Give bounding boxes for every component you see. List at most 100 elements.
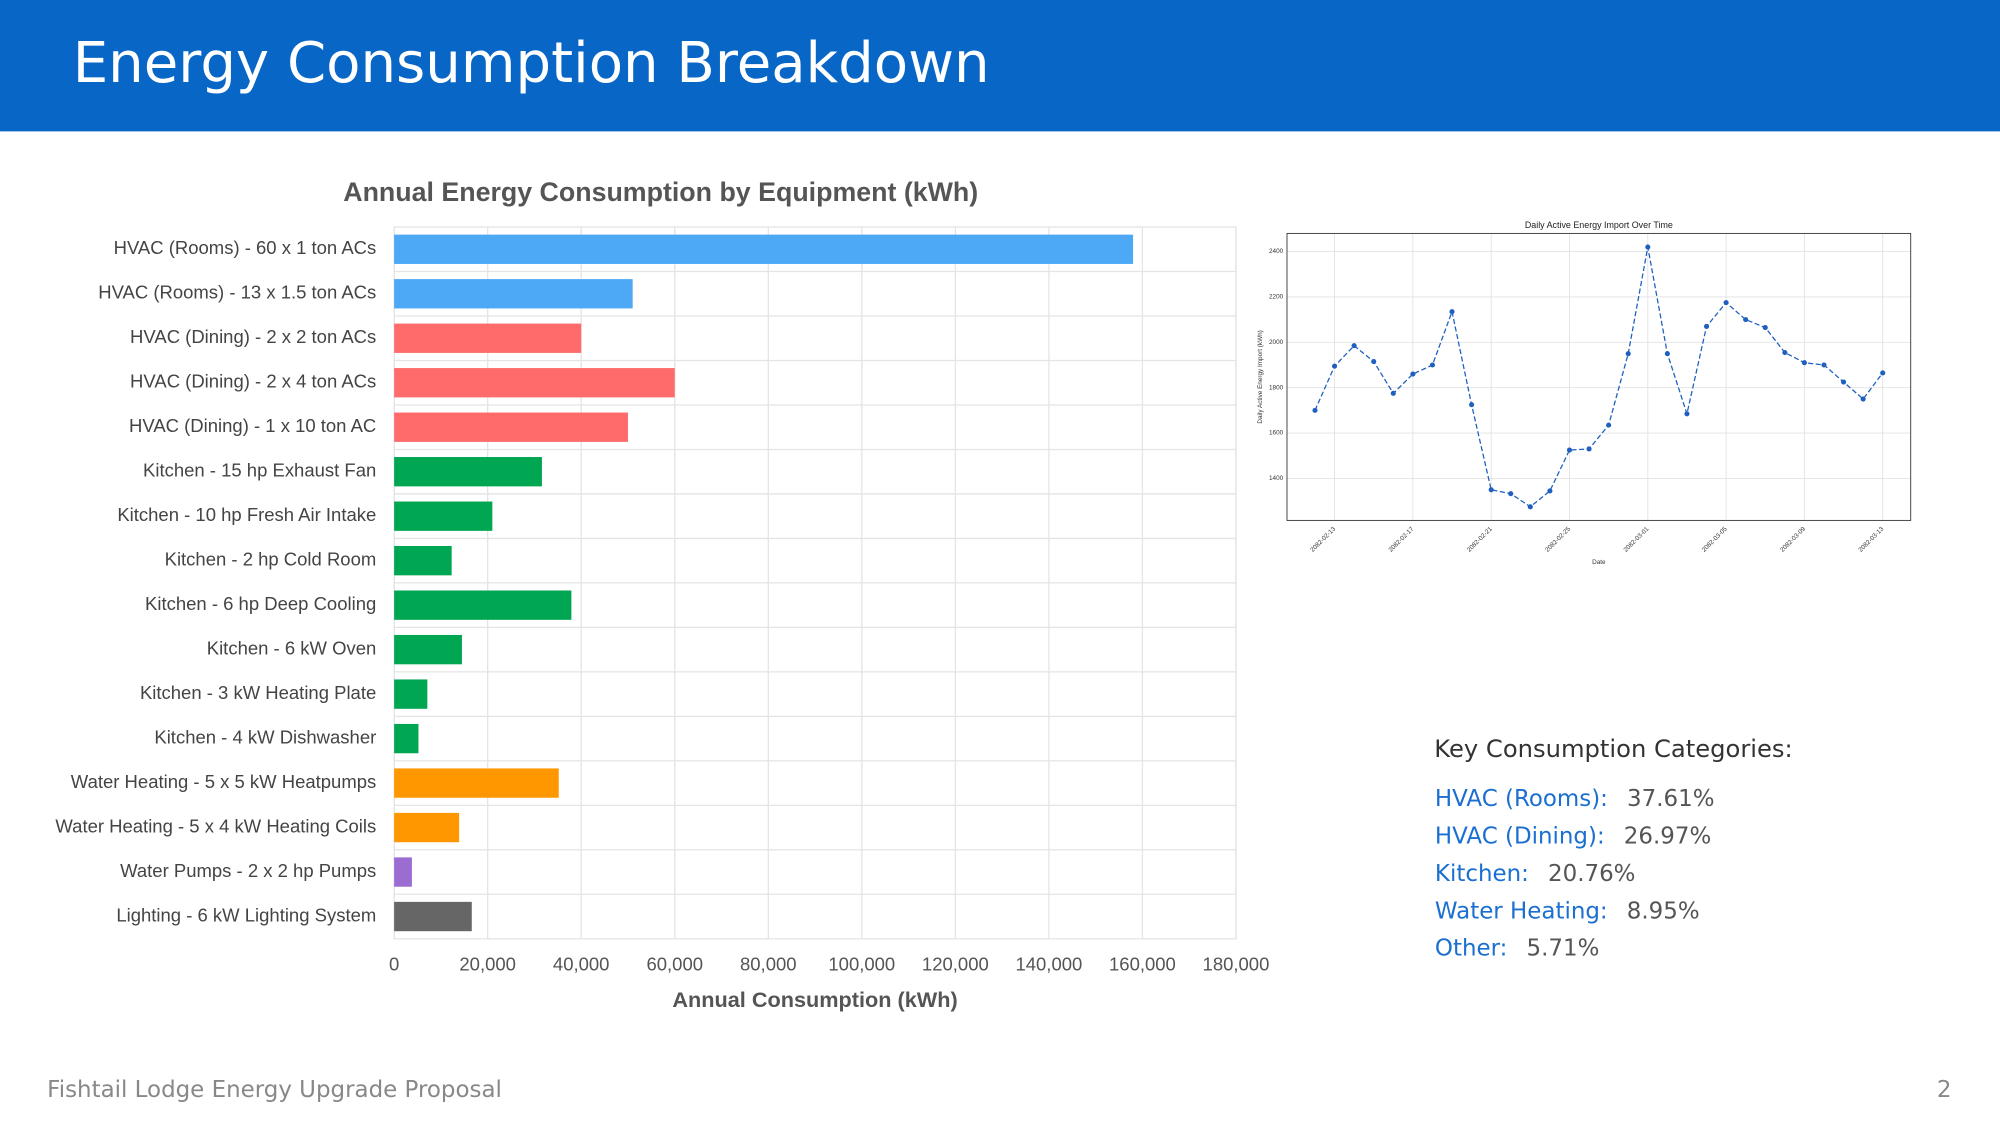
data-point: [1527, 504, 1533, 510]
data-point: [1410, 371, 1416, 377]
plot-frame: [1286, 232, 1912, 521]
bar: [394, 501, 493, 531]
x-tick-label: 2082-03-01: [1622, 525, 1650, 553]
data-point: [1312, 407, 1318, 413]
x-tick-label: 180,000: [1203, 953, 1270, 974]
bar: [394, 590, 572, 620]
y-tick-label: Kitchen - 6 kW Oven: [207, 638, 377, 659]
bar: [394, 323, 582, 353]
data-point: [1684, 411, 1690, 417]
bar: [394, 857, 412, 887]
key-label: Water Heating:: [1435, 898, 1608, 924]
data-point: [1371, 359, 1377, 365]
data-point: [1821, 362, 1827, 368]
y-axis-label: Daily Active Energy Import (kWh): [1257, 330, 1264, 423]
y-tick-label: HVAC (Rooms) - 60 x 1 ton ACs: [114, 237, 377, 258]
bar: [394, 768, 559, 798]
y-tick-label: HVAC (Rooms) - 13 x 1.5 ton ACs: [98, 282, 376, 303]
y-tick-label: Water Heating - 5 x 5 kW Heatpumps: [71, 771, 376, 792]
data-point: [1860, 396, 1866, 402]
x-axis-label: Annual Consumption (kWh): [672, 987, 957, 1012]
y-tick-label: HVAC (Dining) - 2 x 4 ton ACs: [130, 371, 376, 392]
page-number: 2: [1937, 1077, 1952, 1103]
data-point: [1547, 488, 1553, 494]
bar: [394, 812, 460, 843]
data-point: [1841, 379, 1847, 385]
x-tick-label: 2082-03-09: [1779, 525, 1807, 553]
bar: [394, 234, 1134, 264]
bar: [394, 545, 452, 576]
y-tick-label: HVAC (Dining) - 1 x 10 ton AC: [129, 415, 376, 436]
y-tick-label: 2200: [1269, 294, 1284, 301]
x-tick-label: 2082-02-13: [1309, 525, 1337, 553]
key-value: 5.71%: [1527, 936, 1600, 962]
y-tick-label: Water Heating - 5 x 4 kW Heating Coils: [55, 815, 376, 836]
data-point: [1351, 343, 1357, 349]
bar: [394, 279, 633, 309]
slide-title: Energy Consumption Breakdown: [73, 31, 990, 96]
bar: [394, 368, 675, 398]
x-tick-label: 160,000: [1109, 953, 1176, 974]
key-value: 37.61%: [1627, 786, 1714, 812]
data-point: [1586, 446, 1592, 452]
y-tick-label: Kitchen - 3 kW Heating Plate: [140, 682, 376, 703]
y-tick-label: Kitchen - 2 hp Cold Room: [165, 549, 377, 570]
y-tick-label: Kitchen - 4 kW Dishwasher: [154, 726, 376, 747]
footer-text: Fishtail Lodge Energy Upgrade Proposal: [47, 1077, 502, 1103]
y-tick-label: 2400: [1269, 248, 1284, 255]
key-label: Other:: [1435, 936, 1507, 962]
key-label: Kitchen:: [1435, 861, 1529, 887]
data-point: [1880, 370, 1886, 376]
key-label: HVAC (Rooms):: [1435, 786, 1608, 812]
x-tick-label: 20,000: [459, 953, 516, 974]
bar: [394, 723, 419, 754]
data-point: [1703, 323, 1710, 329]
data-point: [1625, 351, 1631, 357]
x-axis-label: Date: [1592, 559, 1606, 566]
y-tick-label: 1600: [1269, 430, 1284, 437]
x-tick-label: 2082-03-05: [1701, 525, 1729, 553]
bar: [394, 634, 462, 665]
x-tick-label: 0: [389, 953, 399, 974]
data-point: [1762, 325, 1768, 331]
y-tick-label: Kitchen - 15 hp Exhaust Fan: [143, 460, 376, 481]
x-tick-label: 140,000: [1015, 953, 1082, 974]
data-point: [1645, 244, 1651, 250]
x-tick-label: 120,000: [922, 953, 989, 974]
chart-title: Annual Energy Consumption by Equipment (…: [343, 177, 978, 207]
x-tick-label: 2082-03-13: [1857, 525, 1885, 553]
key-value: 26.97%: [1624, 824, 1711, 850]
bar: [394, 901, 472, 932]
x-tick-label: 80,000: [740, 953, 797, 974]
data-point: [1332, 363, 1338, 369]
key-value: 20.76%: [1548, 861, 1635, 887]
key-title: Key Consumption Categories:: [1434, 735, 1792, 763]
data-point: [1449, 309, 1455, 315]
y-tick-label: 1800: [1269, 384, 1284, 391]
data-point: [1469, 402, 1475, 408]
bar: [394, 679, 428, 709]
x-tick-label: 2082-02-21: [1466, 525, 1494, 553]
data-point: [1508, 491, 1514, 497]
bar: [394, 457, 542, 487]
x-tick-label: 2082-02-25: [1544, 525, 1572, 553]
y-tick-label: 2000: [1269, 339, 1284, 346]
data-point: [1723, 300, 1729, 306]
data-point: [1782, 349, 1788, 356]
y-tick-label: 1400: [1269, 475, 1284, 482]
y-tick-label: Kitchen - 6 hp Deep Cooling: [145, 593, 376, 614]
chart-title: Daily Active Energy Import Over Time: [1525, 220, 1673, 230]
x-tick-label: 2082-02-17: [1388, 525, 1416, 553]
x-tick-label: 100,000: [828, 953, 895, 974]
y-tick-label: Water Pumps - 2 x 2 hp Pumps: [120, 860, 376, 881]
bar: [394, 412, 628, 442]
data-point: [1566, 447, 1573, 453]
y-tick-label: HVAC (Dining) - 2 x 2 ton ACs: [130, 326, 376, 347]
x-tick-label: 60,000: [646, 953, 703, 974]
key-label: HVAC (Dining):: [1435, 824, 1605, 850]
data-point: [1390, 390, 1396, 396]
data-point: [1488, 487, 1494, 493]
data-point: [1664, 351, 1670, 357]
